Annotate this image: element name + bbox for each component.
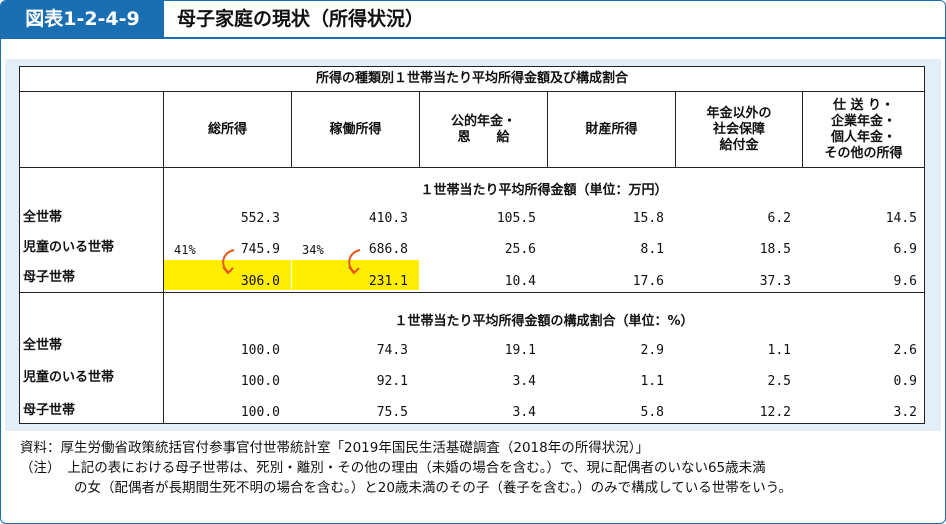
table-cell: 1.1 [767, 343, 791, 358]
section-divider [20, 292, 924, 293]
col-header-total-income: 総所得 [207, 121, 247, 137]
table-cell: 100.0 [240, 343, 280, 358]
table-cell: 100.0 [240, 374, 280, 389]
header-divider [20, 167, 924, 168]
table-cell: 15.8 [632, 211, 664, 226]
row-label: 児童のいる世帯 [23, 370, 115, 385]
row-label: 全世帯 [23, 338, 63, 353]
col-header-earned-income: 稼働所得 [329, 121, 382, 137]
col-divider [291, 91, 292, 168]
table-cell: 410.3 [368, 211, 408, 226]
ratio-label-earned: 34% [302, 243, 324, 257]
col-divider [163, 91, 164, 423]
table-cell: 74.3 [376, 343, 408, 358]
curved-arrow-icon [222, 249, 235, 275]
table-cell: 37.3 [759, 274, 791, 289]
income-table: 所得の種類別１世帯当たり平均所得金額及び構成割合 総所得 稼働所得 公的年金・恩… [19, 66, 925, 424]
figure-label: 図表1-2-4-9 [1, 1, 164, 37]
figure-notes: 資料：厚生労働省政策統括官付参事官付世帯統計室「2019年国民生活基礎調査（20… [20, 438, 940, 498]
table-cell: 6.9 [893, 242, 917, 257]
table-cell: 2.5 [767, 374, 791, 389]
row-label: 児童のいる世帯 [23, 240, 115, 255]
table-cell: 10.4 [504, 274, 536, 289]
ratio-label-total: 41% [174, 243, 196, 257]
col-divider [419, 91, 420, 168]
table-cell: 18.5 [759, 242, 791, 257]
curved-arrow-icon [348, 249, 361, 275]
table-cell: 25.6 [504, 242, 536, 257]
figure-title: 母子家庭の現状（所得状況） [177, 8, 425, 30]
col-header-pension: 公的年金・恩 給 [450, 113, 516, 145]
source-note: 資料：厚生労働省政策統括官付参事官付世帯統計室「2019年国民生活基礎調査（20… [20, 440, 649, 456]
table-cell: 0.9 [893, 374, 917, 389]
section-title-amount: １世帯当たり平均所得金額（単位：万円） [420, 183, 668, 198]
table-cell: 92.1 [376, 374, 408, 389]
row-label: 全世帯 [23, 210, 63, 225]
col-header-property-income: 財産所得 [585, 121, 638, 137]
section-title-ratio: １世帯当たり平均所得金額の構成割合（単位：%） [394, 314, 694, 329]
col-divider [675, 91, 676, 168]
col-divider [547, 91, 548, 168]
table-cell: 3.4 [512, 405, 536, 420]
table-cell: 12.2 [759, 405, 791, 420]
table-cell: 552.3 [240, 211, 280, 226]
table-cell: 17.6 [632, 274, 664, 289]
figure-header: 図表1-2-4-9 母子家庭の現状（所得状況） [1, 1, 945, 39]
table-cell: 100.0 [240, 405, 280, 420]
footnote-line: の女（配偶者が長期間生死不明の場合を含む。）と20歳未満のその子（養子を含む。）… [20, 480, 792, 496]
col-header-other-income: 仕 送 り・ 企業年金・ 個人年金・ その他の所得 [824, 97, 903, 161]
col-divider [802, 91, 803, 168]
table-cell: 19.1 [504, 343, 536, 358]
row-label: 母子世帯 [23, 403, 76, 418]
footnote-line: （注） 上記の表における母子世帯は、死別・離別・その他の理由（未婚の場合を含む。… [20, 460, 766, 476]
table-cell: 8.1 [640, 242, 664, 257]
table-cell: 2.9 [640, 343, 664, 358]
col-header-social-security: 年金以外の 社会保障 給付金 [706, 105, 772, 153]
table-cell: 14.5 [885, 211, 917, 226]
table-caption: 所得の種類別１世帯当たり平均所得金額及び構成割合 [20, 67, 924, 92]
highlight-earned-income [292, 260, 419, 290]
row-label: 母子世帯 [23, 270, 76, 285]
table-cell: 105.5 [496, 211, 536, 226]
table-cell: 75.5 [376, 405, 408, 420]
table-cell: 745.9 [240, 242, 280, 257]
table-cell: 1.1 [640, 374, 664, 389]
table-cell: 306.0 [240, 274, 280, 289]
table-cell: 2.6 [893, 343, 917, 358]
table-cell: 9.6 [893, 274, 917, 289]
table-cell: 6.2 [767, 211, 791, 226]
table-cell: 3.4 [512, 374, 536, 389]
table-cell: 5.8 [640, 405, 664, 420]
highlight-total-income [164, 260, 291, 290]
table-cell: 231.1 [368, 274, 408, 289]
table-cell: 3.2 [893, 405, 917, 420]
table-cell: 686.8 [368, 242, 408, 257]
